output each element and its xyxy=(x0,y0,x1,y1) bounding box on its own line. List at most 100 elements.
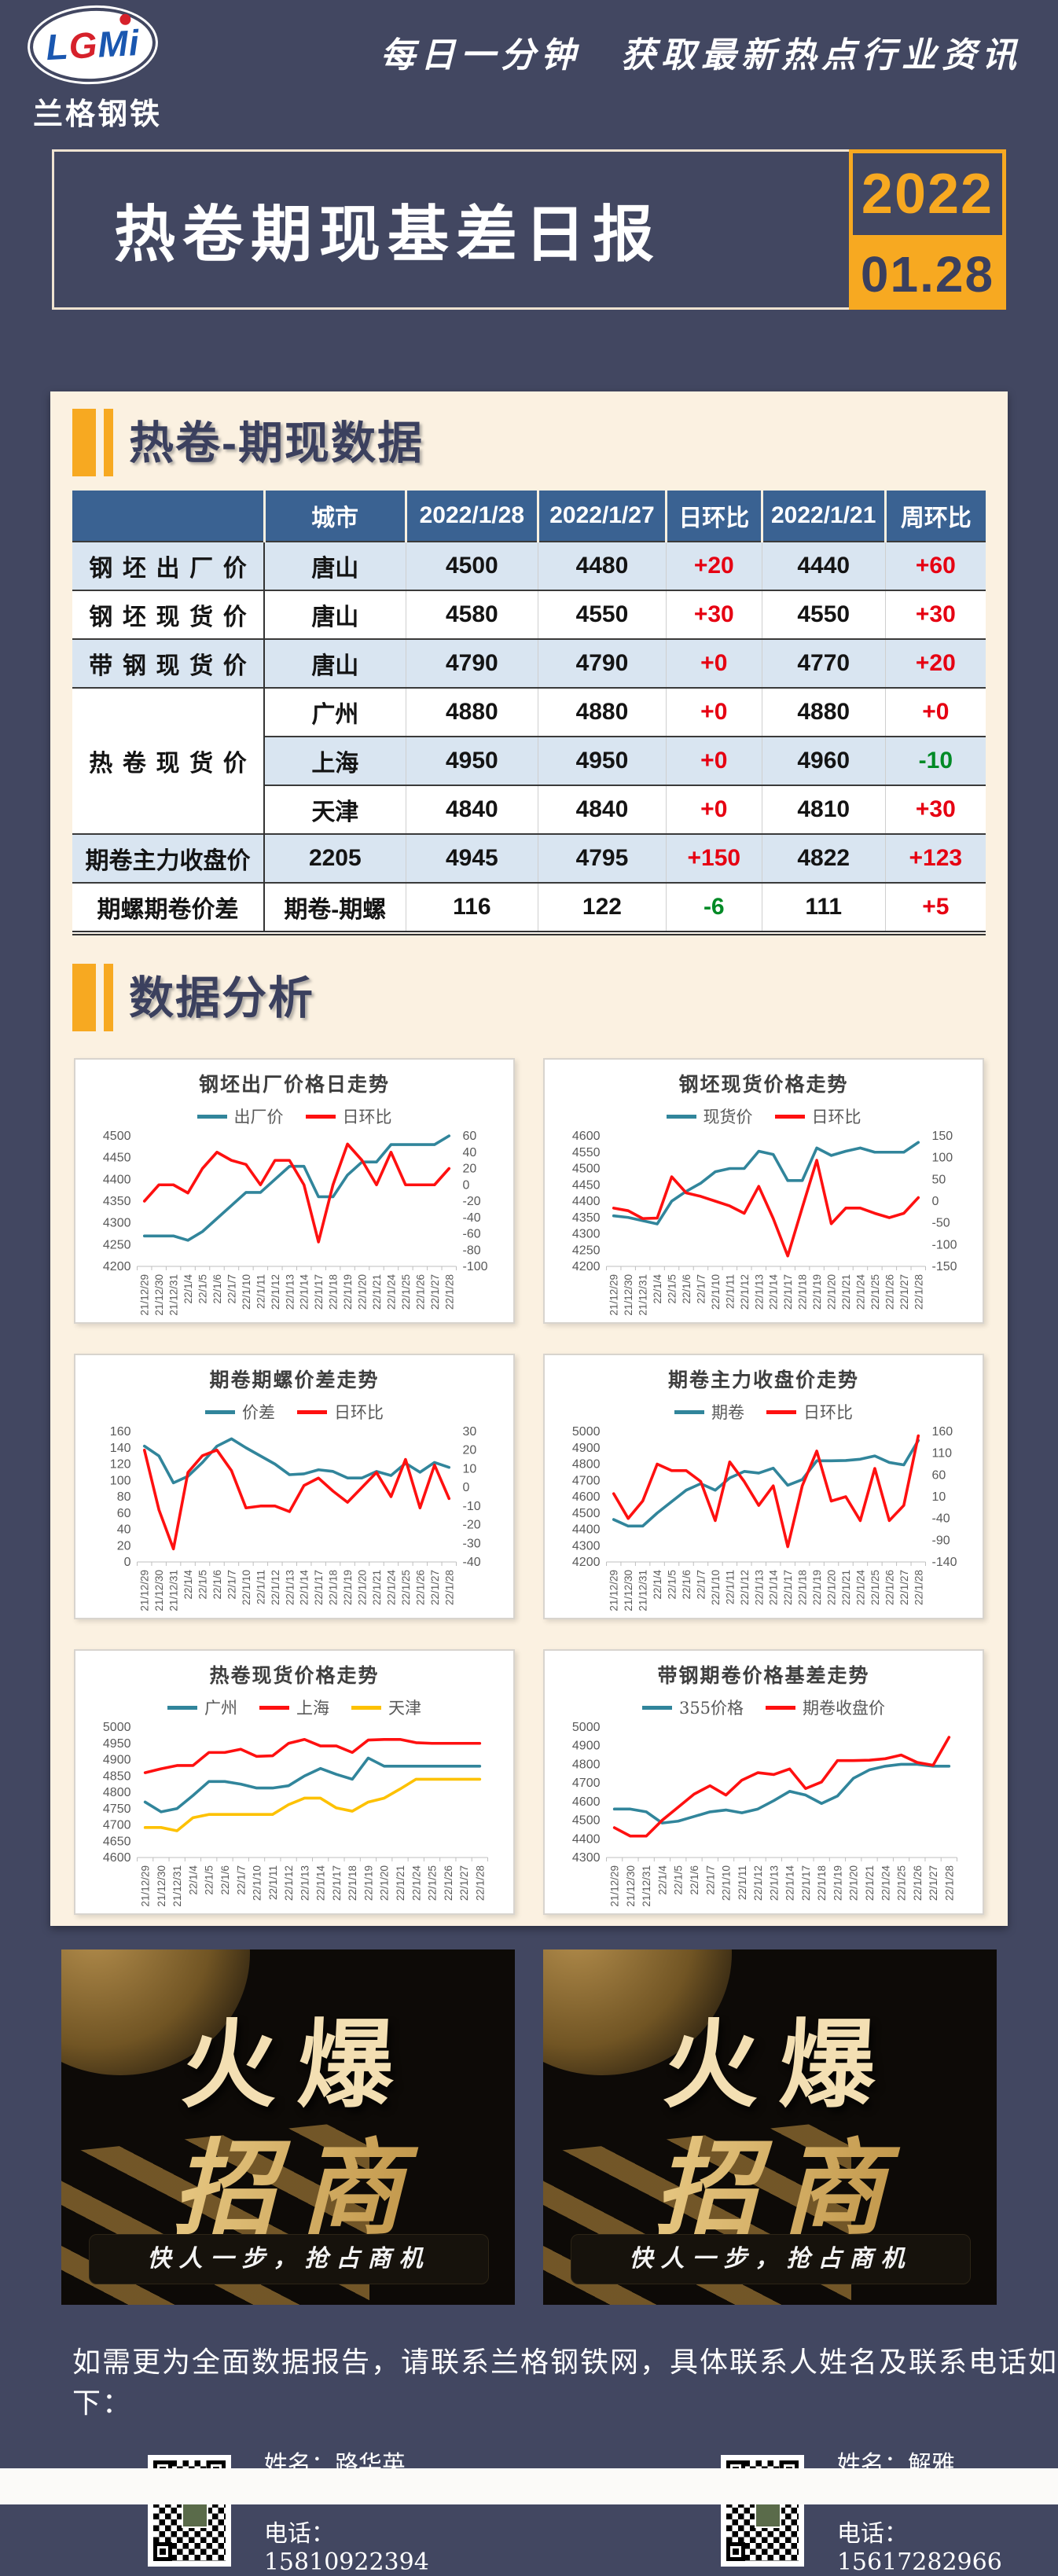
date-badge: 2022 01.28 xyxy=(849,149,1006,310)
chart-title: 带钢期卷价格基差走势 xyxy=(657,1664,870,1687)
svg-text:22/1/28: 22/1/28 xyxy=(443,1274,455,1310)
banner-headline-2: 招商 xyxy=(61,2105,515,2255)
section-bar-thin-icon xyxy=(104,964,113,1031)
svg-text:22/1/4: 22/1/4 xyxy=(182,1274,194,1304)
svg-text:22/1/18: 22/1/18 xyxy=(816,1865,828,1901)
lgmi-logo: LGMi 兰格钢铁 xyxy=(31,8,162,133)
svg-text:5000: 5000 xyxy=(572,1425,601,1439)
svg-text:22/1/11: 22/1/11 xyxy=(724,1274,736,1309)
svg-text:4200: 4200 xyxy=(572,1260,601,1273)
svg-text:22/1/10: 22/1/10 xyxy=(252,1865,263,1901)
svg-text:22/1/27: 22/1/27 xyxy=(458,1865,470,1901)
promo-banner-right[interactable]: 火爆 招商 快人一步，抢占商机 xyxy=(543,1949,997,2305)
svg-text:21/12/31: 21/12/31 xyxy=(637,1274,649,1316)
svg-text:22/1/7: 22/1/7 xyxy=(226,1274,237,1304)
svg-text:40: 40 xyxy=(117,1523,131,1537)
chart-billet-exfactory: 钢坯出厂价格日走势 出厂价 日环比 4500 4450 4400 4350 4300 425… xyxy=(74,1058,515,1324)
svg-text:21/12/29: 21/12/29 xyxy=(608,1274,620,1316)
svg-text:22/1/17: 22/1/17 xyxy=(313,1570,325,1605)
svg-text:4550: 4550 xyxy=(572,1146,601,1159)
table-cell: 4840 xyxy=(406,785,539,834)
chart-legend: 广州 上海 天津 xyxy=(80,1696,509,1719)
chart-title: 期卷期螺价差走势 xyxy=(209,1369,380,1391)
svg-text:22/1/5: 22/1/5 xyxy=(204,1865,215,1895)
svg-text:22/1/6: 22/1/6 xyxy=(219,1865,231,1895)
svg-text:22/1/7: 22/1/7 xyxy=(695,1570,707,1600)
svg-text:22/1/18: 22/1/18 xyxy=(797,1570,809,1605)
table-row: 上海 4950 4950 +0 4960 -10 xyxy=(72,737,986,785)
svg-text:22/1/14: 22/1/14 xyxy=(784,1865,796,1902)
svg-text:120: 120 xyxy=(110,1458,131,1472)
svg-text:100: 100 xyxy=(110,1474,131,1487)
svg-text:-90: -90 xyxy=(932,1534,950,1547)
row-label: 带钢现货价 xyxy=(72,639,266,688)
svg-text:22/1/26: 22/1/26 xyxy=(414,1570,426,1605)
legend-swatch-icon xyxy=(259,1705,289,1710)
svg-text:21/12/30: 21/12/30 xyxy=(623,1570,634,1611)
series-line-2 xyxy=(143,1777,482,1832)
svg-text:22/1/25: 22/1/25 xyxy=(896,1865,908,1901)
page-header: LGMi 兰格钢铁 每日一分钟 获取最新热点行业资讯 xyxy=(0,0,1058,149)
legend-swatch-icon xyxy=(167,1705,197,1710)
svg-text:4300: 4300 xyxy=(572,1228,601,1241)
chart-strip-futures-basis: 带钢期卷价格基差走势 355价格 期卷收盘价 5000 4900 4800 4700 46… xyxy=(543,1649,984,1915)
table-row: 带钢现货价 唐山 4790 4790 +0 4770 +20 xyxy=(72,639,986,688)
svg-text:22/1/4: 22/1/4 xyxy=(182,1570,194,1600)
chart-hrc-spot: 热卷现货价格走势 广州 上海 天津 5000 4950 4900 4850 4800 4750… xyxy=(74,1649,515,1915)
svg-text:22/1/10: 22/1/10 xyxy=(721,1865,733,1901)
table-cell: 116 xyxy=(406,883,539,933)
row-label: 期螺期卷价差 xyxy=(72,883,266,933)
svg-text:22/1/14: 22/1/14 xyxy=(299,1570,310,1606)
svg-text:22/1/6: 22/1/6 xyxy=(211,1570,223,1600)
svg-text:4800: 4800 xyxy=(572,1458,601,1472)
svg-text:4400: 4400 xyxy=(572,1523,601,1537)
chart-title: 期卷主力收盘价走势 xyxy=(667,1369,859,1391)
section-bar-icon xyxy=(72,409,96,476)
legend-swatch-icon xyxy=(641,1705,672,1710)
svg-text:4950: 4950 xyxy=(103,1737,131,1751)
table-cell: 2205 xyxy=(264,834,406,883)
svg-text:22/1/4: 22/1/4 xyxy=(652,1274,663,1304)
legend-item: 现货价 xyxy=(666,1104,753,1128)
svg-text:0: 0 xyxy=(932,1195,939,1208)
svg-text:160: 160 xyxy=(932,1425,953,1439)
svg-text:22/1/20: 22/1/20 xyxy=(826,1570,838,1605)
svg-text:4250: 4250 xyxy=(103,1238,131,1251)
svg-text:4450: 4450 xyxy=(572,1178,601,1192)
svg-text:21/12/29: 21/12/29 xyxy=(139,1570,151,1611)
svg-text:22/1/21: 22/1/21 xyxy=(864,1865,876,1901)
svg-text:22/1/13: 22/1/13 xyxy=(753,1570,765,1605)
chart-futures-rebar-spread: 期卷期螺价差走势 价差 日环比 160 140 120 100 80 60 40 20 0 30 20… xyxy=(74,1354,515,1619)
promo-banner-left[interactable]: 火爆 招商 快人一步，抢占商机 xyxy=(61,1949,515,2305)
svg-text:21/12/30: 21/12/30 xyxy=(623,1274,634,1316)
chart-svg: 5000 4950 4900 4850 4800 4750 4700 4650 4600 21/1… xyxy=(103,1721,488,1907)
series-line-0 xyxy=(142,1437,451,1485)
table-cell: 4840 xyxy=(538,785,667,834)
svg-text:22/1/20: 22/1/20 xyxy=(357,1274,369,1310)
svg-text:4300: 4300 xyxy=(572,1851,601,1865)
svg-text:22/1/14: 22/1/14 xyxy=(299,1274,310,1310)
svg-text:22/1/17: 22/1/17 xyxy=(782,1274,794,1310)
svg-text:40: 40 xyxy=(463,1146,477,1159)
svg-text:22/1/26: 22/1/26 xyxy=(884,1570,895,1605)
legend-item: 上海 xyxy=(259,1696,329,1719)
svg-text:22/1/7: 22/1/7 xyxy=(235,1865,247,1895)
chart-svg: 5000 4900 4800 4700 4600 4500 4400 4300 4200 160 1… xyxy=(572,1425,957,1611)
contact-block-2: 姓名：解雅 电话：15617282966 xyxy=(721,2445,1058,2576)
table-row: 期卷主力收盘价 2205 4945 4795 +150 4822 +123 xyxy=(72,834,986,883)
svg-text:4250: 4250 xyxy=(572,1244,601,1257)
series-line-1 xyxy=(612,1434,920,1549)
svg-text:22/1/25: 22/1/25 xyxy=(869,1274,881,1310)
contact-info: 姓名：解雅 电话：15617282966 xyxy=(837,2445,1058,2576)
svg-text:0: 0 xyxy=(463,1481,470,1494)
svg-text:22/1/7: 22/1/7 xyxy=(704,1865,716,1895)
chart-plot: 5000 4950 4900 4850 4800 4750 4700 4650 4600 21/1… xyxy=(80,1721,509,1919)
table-cell: +0 xyxy=(666,688,762,737)
svg-text:22/1/20: 22/1/20 xyxy=(357,1570,369,1605)
chart-legend: 出厂价 日环比 xyxy=(80,1104,509,1128)
series-line-1 xyxy=(612,1736,951,1838)
svg-text:4350: 4350 xyxy=(103,1195,131,1208)
table-cell: 4880 xyxy=(406,688,539,737)
svg-text:4500: 4500 xyxy=(572,1163,601,1176)
svg-text:22/1/19: 22/1/19 xyxy=(811,1570,823,1605)
